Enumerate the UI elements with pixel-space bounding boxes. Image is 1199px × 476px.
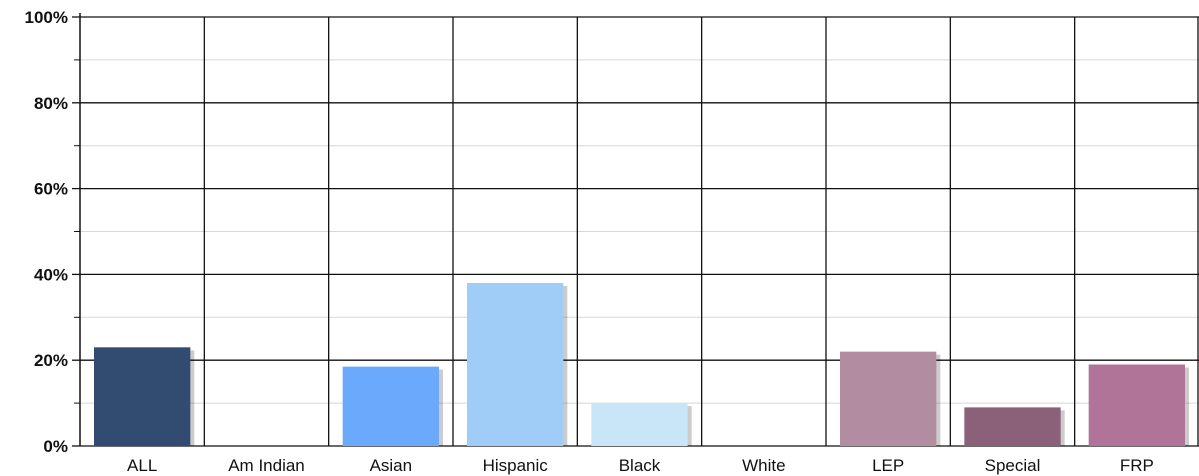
- y-tick-label: 80%: [34, 94, 68, 113]
- x-tick-label: Am Indian: [228, 456, 305, 475]
- x-tick-label: White: [742, 456, 785, 475]
- y-tick-label: 60%: [34, 180, 68, 199]
- x-tick-label: Asian: [370, 456, 413, 475]
- x-tick-label: Hispanic: [483, 456, 549, 475]
- y-tick-label: 20%: [34, 351, 68, 370]
- bar-black: [591, 403, 688, 446]
- bar-asian: [342, 366, 439, 446]
- bar-hispanic: [467, 282, 564, 446]
- bar-all: [94, 347, 191, 446]
- y-tick-label: 0%: [43, 437, 68, 456]
- bars: [94, 282, 1189, 446]
- x-tick-label: Black: [619, 456, 661, 475]
- y-tick-label: 100%: [25, 8, 68, 27]
- x-tick-label: Special: [985, 456, 1041, 475]
- bar-frp: [1088, 364, 1185, 446]
- bar-special: [964, 407, 1061, 446]
- axes: [72, 13, 81, 447]
- y-tick-label: 40%: [34, 265, 68, 284]
- labels: 0% 20% 40% 60% 80% 100% ALL Am Indian Asian Hispa…: [25, 8, 1154, 475]
- x-tick-label: FRP: [1120, 456, 1154, 475]
- bar-lep: [840, 351, 937, 446]
- x-tick-label: LEP: [872, 456, 904, 475]
- x-tick-label: ALL: [127, 456, 157, 475]
